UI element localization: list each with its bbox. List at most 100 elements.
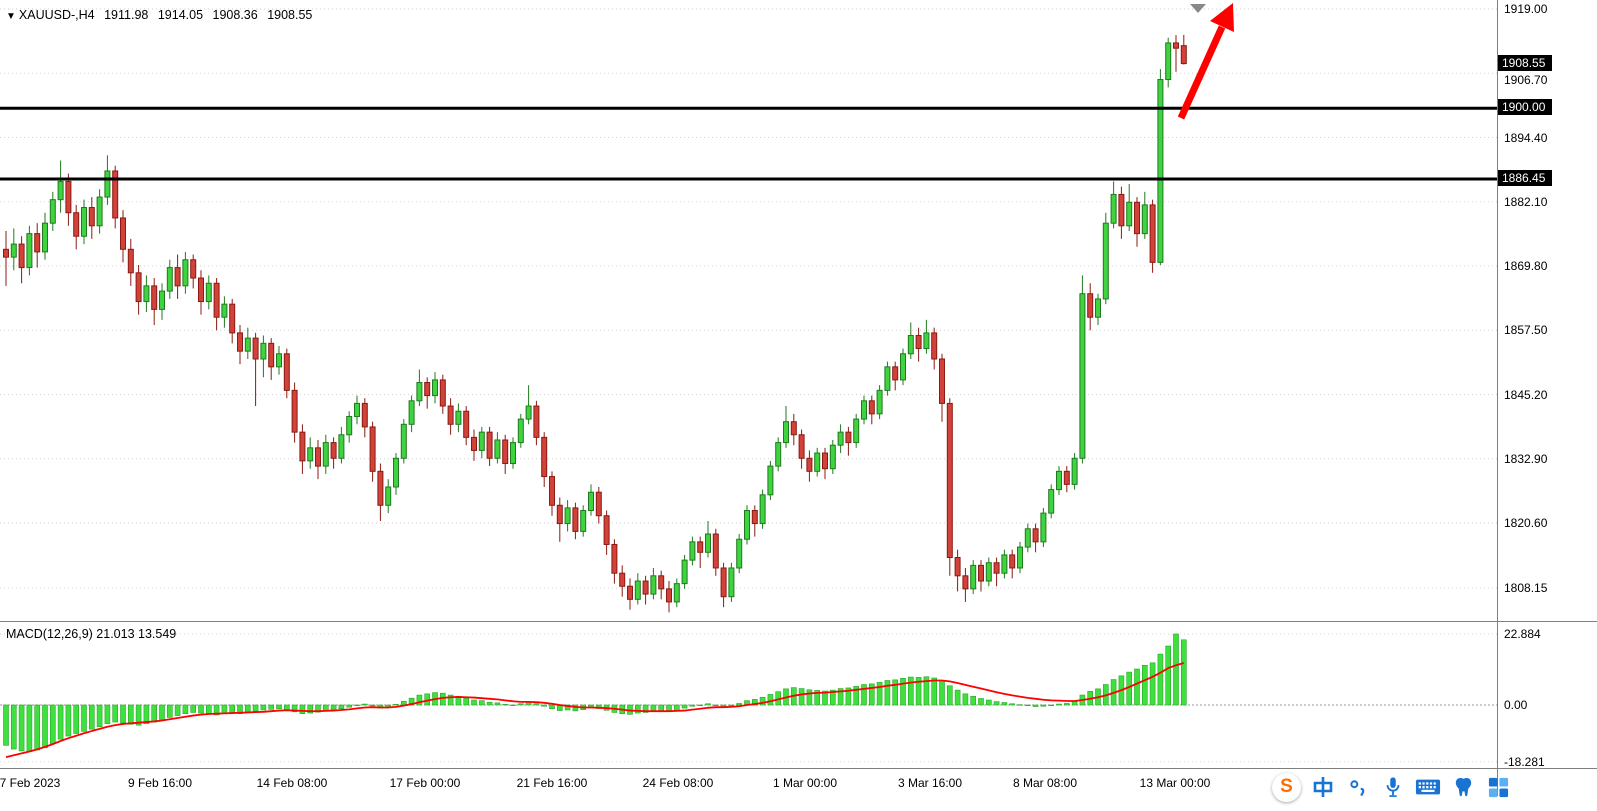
- candle-body: [49, 199, 56, 224]
- macd-histogram-bar: [1064, 703, 1070, 706]
- ime-punctuation-icon[interactable]: [1345, 774, 1371, 800]
- microphone-icon[interactable]: [1380, 774, 1406, 800]
- macd-histogram-bar: [892, 679, 899, 706]
- macd-histogram-bar: [3, 704, 9, 746]
- candle-body: [42, 222, 48, 253]
- candle-body: [205, 282, 212, 303]
- candle-body: [1141, 204, 1148, 235]
- macd-histogram-bar: [1025, 704, 1031, 706]
- macd-histogram-bar: [939, 680, 945, 706]
- candle-body: [892, 366, 899, 381]
- price-chart[interactable]: [0, 0, 1497, 621]
- candle-body: [478, 431, 485, 451]
- time-tick-label: 9 Feb 16:00: [127, 776, 193, 790]
- time-axis[interactable]: 7 Feb 2023 9 Feb 16:00 14 Feb 08:00 17 Feb …: [0, 769, 1497, 811]
- candle-body: [634, 580, 641, 600]
- candle-body: [962, 575, 969, 590]
- macd-histogram-bar: [564, 704, 571, 711]
- candle-body: [198, 277, 204, 303]
- price-axis[interactable]: 1919.00 1906.70 1894.40 1882.10 1869.80 1857.…: [1497, 0, 1597, 621]
- macd-histogram-bar: [307, 704, 314, 714]
- candle-body: [1134, 201, 1140, 235]
- macd-histogram-bar: [510, 704, 516, 706]
- candle-body: [798, 434, 805, 459]
- macd-histogram-bar: [954, 689, 961, 706]
- candle-body: [291, 389, 298, 433]
- macd-histogram-bar: [900, 678, 906, 706]
- candle-body: [1118, 193, 1125, 227]
- candle-body: [1102, 222, 1109, 300]
- panel-divider[interactable]: [0, 621, 1597, 622]
- candle-body: [385, 486, 392, 506]
- macd-histogram-bar: [260, 704, 267, 711]
- candle-body: [1032, 528, 1039, 543]
- candle-body: [88, 207, 95, 227]
- ime-language-icon[interactable]: [1310, 774, 1336, 800]
- candle-body: [993, 562, 1000, 574]
- macd-histogram-bar: [57, 704, 64, 740]
- macd-histogram-bar: [533, 703, 540, 706]
- macd-axis-label: -18.281: [1504, 754, 1545, 769]
- macd-histogram-bar: [237, 704, 243, 714]
- macd-histogram-bar: [736, 703, 743, 706]
- skype-icon[interactable]: S: [1272, 772, 1301, 802]
- candle-body: [931, 332, 938, 360]
- time-tick-label: 13 Mar 00:00: [1139, 776, 1211, 790]
- candle-body: [666, 588, 672, 603]
- app-tooth-icon[interactable]: [1450, 774, 1476, 800]
- macd-histogram-bar: [541, 704, 548, 707]
- candle-body: [104, 170, 111, 198]
- price-tick-label: 1832.90: [1504, 451, 1548, 466]
- macd-histogram-bar: [650, 704, 657, 712]
- macd-histogram-bar: [221, 704, 228, 714]
- macd-histogram-bar: [268, 704, 275, 710]
- support-resistance-lines-layer[interactable]: [0, 106, 1497, 181]
- macd-histogram-bar: [167, 704, 173, 718]
- candle-body: [1095, 298, 1101, 318]
- keyboard-icon[interactable]: [1415, 774, 1441, 800]
- macd-histogram-bar: [346, 704, 353, 708]
- macd-histogram-bar: [868, 683, 875, 706]
- candle-body: [408, 400, 415, 425]
- candle-body: [135, 272, 142, 303]
- candle-body: [907, 335, 914, 355]
- candle-body: [946, 402, 953, 559]
- macd-histogram-bar: [549, 704, 555, 710]
- macd-histogram-bar: [494, 702, 501, 706]
- macd-histogram-bar: [767, 694, 774, 706]
- macd-histogram-bar: [681, 704, 688, 709]
- macd-histogram-bar: [354, 704, 360, 706]
- candle-body: [697, 541, 704, 553]
- candle-body: [1087, 293, 1094, 318]
- candle-body: [65, 180, 72, 214]
- time-tick-label: 24 Feb 08:00: [642, 776, 714, 790]
- macd-histogram-bar: [970, 696, 977, 706]
- macd-histogram-bar: [907, 676, 914, 706]
- candle-body: [1165, 42, 1172, 81]
- macd-histogram-bar: [447, 694, 454, 706]
- candle-body: [549, 476, 555, 506]
- candle-body: [1071, 457, 1078, 485]
- price-tick-label: 1820.60: [1504, 516, 1548, 531]
- macd-histogram-bar: [89, 704, 95, 730]
- macd-histogram-bar: [471, 699, 477, 706]
- candle-body: [268, 342, 275, 368]
- candle-body: [307, 447, 314, 462]
- macd-histogram-bar: [213, 704, 220, 716]
- macd-panel[interactable]: [0, 622, 1497, 769]
- macd-histogram-bar: [26, 704, 33, 752]
- candle-body: [541, 436, 548, 478]
- macd-histogram-bar: [81, 704, 87, 732]
- candle-body: [127, 248, 134, 274]
- macd-histogram-bar: [393, 704, 399, 706]
- candle-body: [790, 421, 797, 436]
- macd-histogram-bar: [96, 704, 103, 728]
- candle-body: [73, 212, 80, 237]
- macd-histogram-bar: [759, 696, 766, 706]
- app-grid-icon[interactable]: [1485, 774, 1511, 800]
- macd-histogram-bar: [1056, 703, 1062, 706]
- candle-body: [822, 452, 828, 470]
- macd-axis-label: 0.00: [1504, 698, 1528, 712]
- symbol-marker-icon: ▼: [6, 11, 16, 22]
